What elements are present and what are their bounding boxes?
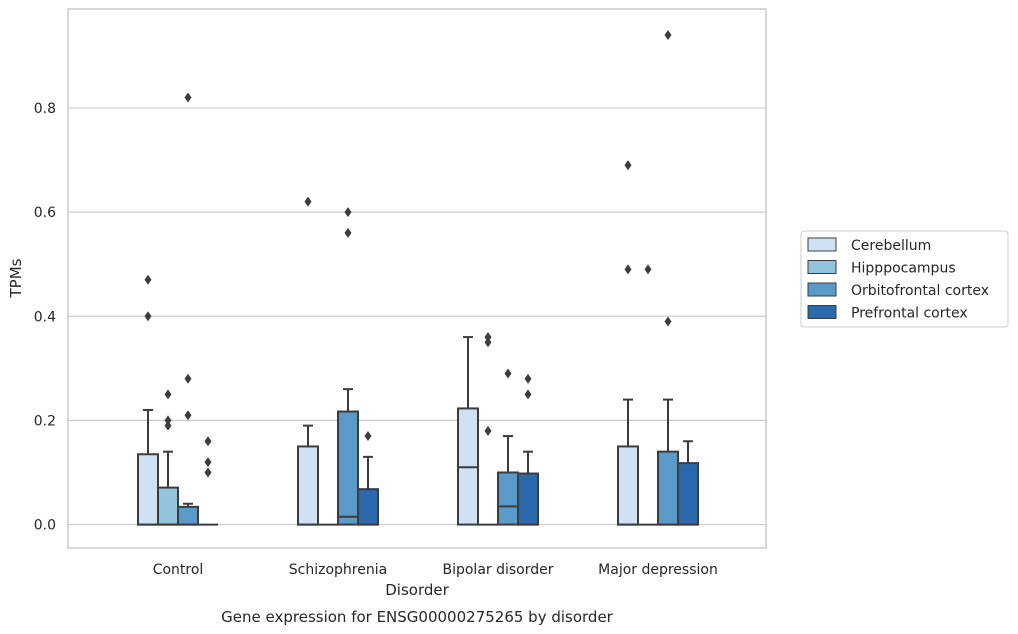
legend-label: Hipppocampus [851, 261, 956, 277]
box-orbitofrontal-cortex [657, 30, 679, 526]
box-orbitofrontal-cortex [497, 368, 519, 526]
plot-marks [137, 30, 699, 526]
chart-caption: Gene expression for ENSG00000275265 by d… [221, 608, 614, 626]
box-orbitofrontal-cortex [337, 207, 359, 526]
outlier-point [524, 373, 532, 384]
outlier-point [164, 415, 172, 426]
box-rect [497, 471, 519, 526]
box-rect [137, 453, 159, 526]
plot-frame [67, 8, 767, 549]
y-tick-label: 0.6 [34, 205, 56, 221]
box-rect [357, 488, 379, 526]
box-prefrontal-cortex [357, 431, 379, 526]
outlier-point [664, 316, 672, 327]
box-prefrontal-cortex [677, 440, 699, 526]
box-hipppocampus [157, 389, 179, 526]
outlier-point [204, 436, 212, 447]
outlier-point [184, 92, 192, 103]
outlier-point [664, 30, 672, 41]
outlier-point [164, 420, 172, 431]
legend: Cerebellum Hipppocampus Orbitofrontal cort… [800, 230, 1009, 328]
outlier-point [364, 431, 372, 442]
y-tick-label: 0.0 [34, 518, 56, 534]
y-tick-label: 0.2 [34, 413, 56, 429]
outlier-point [624, 160, 632, 171]
legend-swatch [807, 282, 837, 297]
box-rect [157, 486, 179, 526]
legend-swatch [807, 260, 837, 274]
outlier-point [344, 207, 352, 218]
box-rect [617, 445, 639, 526]
outlier-point [204, 457, 212, 468]
box-rect [517, 472, 539, 526]
outlier-point [624, 264, 632, 275]
box-rect [297, 445, 319, 526]
outlier-point [184, 373, 192, 384]
box-hipppocampus [638, 264, 658, 526]
outlier-point [304, 196, 312, 207]
legend-label: Cerebellum [851, 238, 931, 254]
outlier-point [504, 368, 512, 379]
y-tick-label: 0.8 [34, 101, 56, 117]
y-axis-title: TPMs [7, 258, 25, 298]
x-tick-labels: Control Schizophrenia Bipolar disorder Majo… [153, 562, 718, 578]
y-tick-labels: 0.0 0.2 0.4 0.6 0.8 [34, 101, 56, 534]
x-axis-title: Disorder [385, 581, 449, 599]
outlier-point [144, 311, 152, 322]
y-tick-label: 0.4 [34, 309, 56, 325]
x-tick-label: Control [153, 562, 204, 578]
legend-swatch [807, 237, 837, 252]
outlier-point [644, 264, 652, 275]
outlier-point [164, 389, 172, 400]
box-rect [337, 410, 359, 526]
legend-swatch [807, 305, 837, 319]
x-tick-label: Bipolar disorder [442, 562, 553, 578]
outlier-point [144, 274, 152, 285]
box-rect [677, 462, 699, 526]
box-hipppocampus [478, 332, 498, 526]
box-rect [657, 450, 679, 526]
outlier-point [204, 467, 212, 478]
box-cerebellum [617, 160, 639, 526]
outlier-point [484, 337, 492, 348]
legend-frame [800, 230, 1009, 328]
box-orbitofrontal-cortex [177, 92, 199, 526]
outlier-point [344, 227, 352, 238]
outlier-point [184, 410, 192, 421]
box-cerebellum [457, 336, 479, 526]
box-cerebellum [297, 196, 319, 526]
outlier-point [524, 389, 532, 400]
outlier-point [484, 332, 492, 343]
box-cerebellum [137, 274, 159, 526]
legend-label: Orbitofrontal cortex [851, 283, 989, 299]
outlier-point [484, 425, 492, 436]
x-tick-label: Schizophrenia [289, 562, 387, 578]
legend-label: Prefrontal cortex [851, 306, 968, 322]
x-tick-label: Major depression [598, 562, 718, 578]
box-rect [177, 505, 199, 526]
box-prefrontal-cortex [517, 373, 539, 526]
box-prefrontal-cortex [198, 436, 218, 526]
